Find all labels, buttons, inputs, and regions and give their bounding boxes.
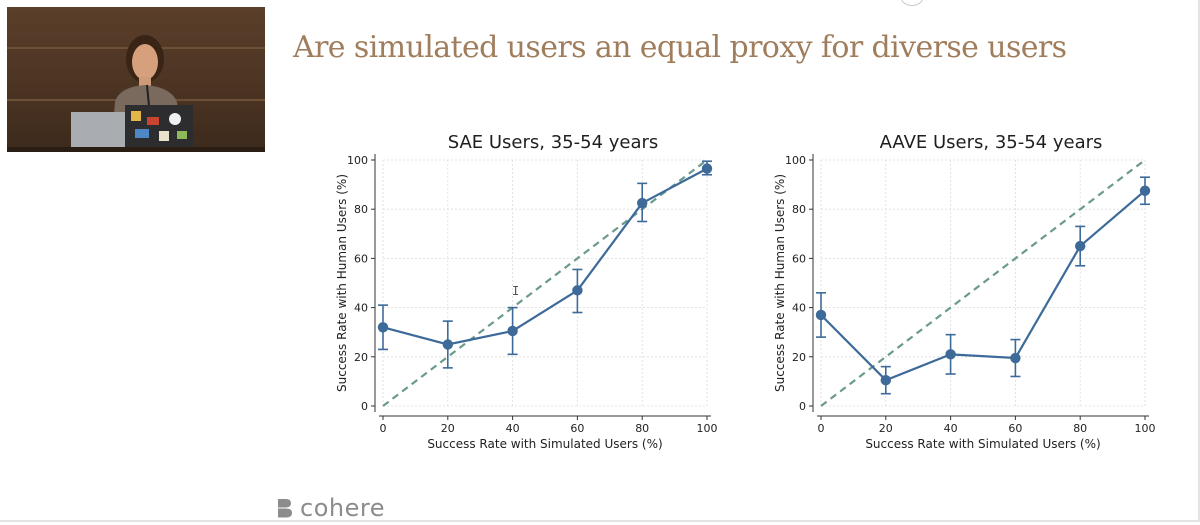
data-point (701, 163, 713, 174)
x-axis-label: Success Rate with Simulated Users (%) (427, 437, 662, 451)
y-tick-label: 60 (792, 252, 806, 265)
y-tick-label: 0 (799, 400, 806, 413)
reference-diagonal-line (820, 159, 1146, 407)
data-point (637, 197, 648, 209)
x-tick-label: 20 (879, 422, 893, 435)
series-line (820, 189, 1146, 382)
data-point (442, 339, 453, 350)
y-axis-label: Success Rate with Human Users (%) (335, 174, 349, 392)
y-tick-label: 100 (347, 154, 368, 167)
x-tick-label: 60 (1008, 422, 1022, 435)
y-axis-label: Success Rate with Human Users (%) (773, 174, 787, 392)
data-point (507, 325, 518, 337)
x-tick-label: 80 (1073, 422, 1087, 435)
x-tick-label: 40 (944, 422, 958, 435)
slide-title: Are simulated users an equal proxy for d… (293, 30, 1067, 65)
data-point (1075, 240, 1086, 252)
brand-name: cohere (300, 494, 385, 522)
data-point (377, 322, 389, 333)
data-point (880, 374, 891, 386)
y-tick-label: 80 (354, 203, 368, 216)
text-cursor-icon: I (512, 284, 520, 298)
x-tick-label: 40 (506, 422, 520, 435)
aave-users-chart: AAVE Users, 35-54 years 0 20 40 60 80 100 0 20 40… (773, 132, 1156, 451)
x-tick-label: 60 (570, 422, 584, 435)
cohere-logo: cohere (276, 494, 385, 522)
x-axis-label: Success Rate with Simulated Users (%) (865, 437, 1100, 451)
y-tick-label: 40 (354, 302, 368, 315)
chart-title: SAE Users, 35-54 years (448, 132, 659, 153)
sae-users-chart: SAE Users, 35-54 years 0 20 40 60 80 100 0 20 40 6… (335, 132, 718, 451)
y-tick-label: 20 (792, 351, 806, 364)
y-tick-label: 20 (354, 351, 368, 364)
x-tick-label: 100 (697, 422, 718, 435)
x-tick-label: 0 (380, 422, 387, 435)
x-tick-label: 100 (1135, 422, 1156, 435)
y-tick-label: 60 (354, 252, 368, 265)
y-tick-label: 0 (361, 400, 368, 413)
chart-title: AAVE Users, 35-54 years (880, 132, 1103, 153)
reference-diagonal-line (382, 159, 708, 407)
data-point (1010, 352, 1021, 364)
y-tick-label: 80 (792, 203, 806, 216)
data-point (572, 285, 583, 296)
x-tick-label: 0 (818, 422, 825, 435)
data-point (945, 349, 956, 360)
y-tick-label: 40 (792, 302, 806, 315)
series-line (382, 167, 708, 346)
y-tick-label: 100 (785, 154, 806, 167)
data-point (815, 309, 827, 321)
x-tick-label: 20 (441, 422, 455, 435)
x-tick-label: 80 (635, 422, 649, 435)
cohere-logo-mark-icon (278, 499, 292, 518)
speaker-figure-icon (7, 35, 265, 152)
data-point (1139, 185, 1151, 196)
speaker-video-thumbnail[interactable] (7, 7, 265, 152)
